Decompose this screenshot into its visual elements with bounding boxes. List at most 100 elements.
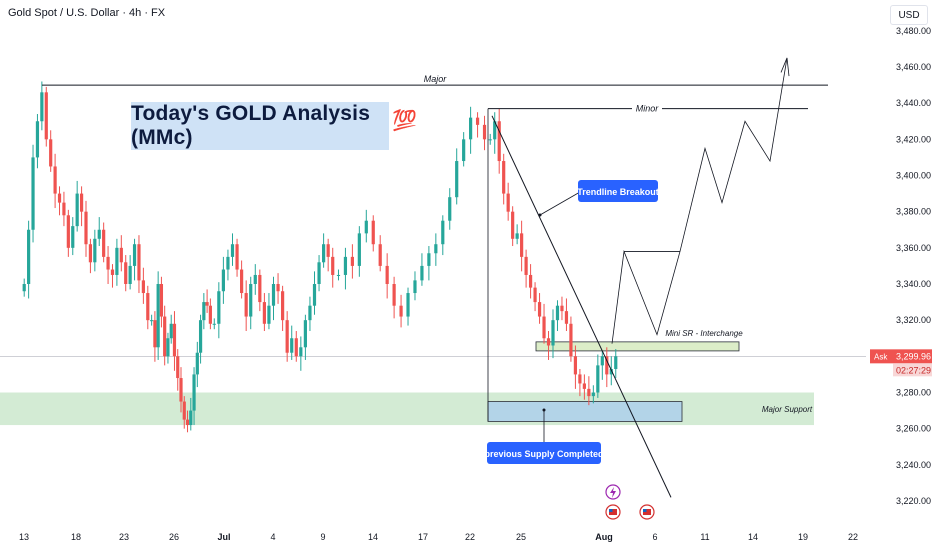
candle-body	[600, 356, 604, 366]
candle-body	[57, 193, 62, 203]
candle-body	[413, 280, 417, 294]
candle-body	[441, 220, 445, 245]
candle-body	[587, 388, 591, 397]
candle-body	[573, 356, 578, 375]
trendline-breakout-badge	[578, 180, 658, 202]
breakout-connector	[539, 191, 581, 216]
candle-body	[49, 139, 53, 167]
candle-body	[285, 320, 289, 353]
candle-body	[502, 161, 506, 194]
candle-body	[119, 247, 123, 263]
candle-body	[475, 117, 480, 125]
x-axis-tick-label: 13	[19, 532, 29, 542]
candle-body	[524, 256, 528, 275]
candle-body	[150, 320, 154, 322]
candle-body	[317, 262, 321, 284]
candle-body	[93, 238, 97, 263]
candle-body	[462, 139, 466, 162]
candle-body	[31, 157, 35, 230]
candle-body	[35, 121, 40, 158]
analysis-title-box: Today's GOLD Analysis (MMc)	[131, 102, 389, 150]
previous-supply-label: previous Supply Completed	[484, 449, 603, 459]
candle-body	[172, 323, 177, 357]
x-axis-tick-label: 11	[700, 532, 709, 542]
candle-body	[221, 269, 225, 292]
y-axis-tick-label: 3,320.00	[896, 315, 931, 325]
x-axis-tick-label: 23	[119, 532, 129, 542]
candle-body	[217, 291, 221, 324]
candle-body	[128, 265, 132, 284]
candle-body	[493, 121, 497, 140]
x-axis-tick-label: 6	[652, 532, 657, 542]
candle-body	[427, 253, 431, 266]
candle-body	[506, 193, 510, 212]
y-axis-tick-label: 3,260.00	[896, 424, 931, 434]
projection-path	[611, 57, 788, 344]
candle-body	[230, 244, 235, 257]
candle-body	[159, 284, 164, 317]
candle-body	[27, 229, 31, 284]
us-flag-stripes-icon	[609, 509, 617, 515]
x-axis-tick-label: 14	[368, 532, 378, 542]
y-axis-tick-label: 3,480.00	[896, 26, 931, 36]
candle-body	[294, 338, 298, 357]
candle-body	[115, 247, 119, 275]
mini-sr-label: Mini SR - Interchange	[665, 329, 743, 338]
price-tag-bg	[870, 349, 932, 364]
candle-body	[488, 139, 492, 141]
candle-body	[106, 256, 110, 270]
candle-body	[62, 202, 66, 216]
analysis-title-text: Today's GOLD Analysis (MMc)	[131, 102, 371, 149]
candle-body	[163, 316, 167, 357]
candle-body	[226, 256, 230, 270]
candle-body	[195, 352, 199, 375]
previous-supply-badge	[487, 442, 601, 464]
candle-body	[235, 244, 239, 270]
candle-body	[378, 244, 382, 266]
candle-body	[399, 305, 403, 317]
candle-body	[515, 233, 519, 239]
x-axis-tick-label: Jul	[217, 532, 230, 542]
y-axis-tick-label: 3,240.00	[896, 460, 931, 470]
candle-body	[258, 274, 262, 303]
candle-body	[97, 229, 101, 239]
candle-body	[79, 193, 84, 212]
candle-body	[124, 262, 128, 284]
candle-body	[350, 256, 354, 266]
candle-body	[303, 320, 307, 348]
y-axis-tick-label: 3,440.00	[896, 98, 931, 108]
candle-body	[308, 305, 312, 321]
hundred-points-icon: 💯	[392, 108, 417, 132]
candle-body	[591, 392, 595, 397]
y-axis-tick-label: 3,380.00	[896, 207, 931, 217]
candle-body	[141, 280, 145, 294]
trendline-breakout-label: Trendline Breakout	[577, 187, 659, 197]
x-axis-tick-label: 4	[270, 532, 275, 542]
candle-body	[132, 244, 137, 266]
major-support-zone	[0, 392, 814, 426]
candle-body	[179, 378, 183, 402]
y-axis-tick-label: 3,280.00	[896, 388, 931, 398]
x-axis-tick-label: 22	[465, 532, 475, 542]
candle-body	[192, 374, 196, 411]
currency-selector[interactable]: USD	[890, 5, 928, 25]
candle-body	[343, 256, 348, 275]
x-axis-tick-label: 17	[418, 532, 428, 542]
x-axis-tick-label: 25	[516, 532, 526, 542]
candle-body	[469, 117, 473, 140]
candle-body	[176, 356, 180, 379]
candle-body	[40, 92, 44, 122]
price-tag-side: Ask	[874, 352, 888, 361]
candle-body	[281, 291, 285, 321]
candle-body	[66, 215, 70, 248]
candle-body	[244, 293, 248, 317]
y-axis-tick-label: 3,400.00	[896, 171, 931, 181]
candle-body	[482, 124, 487, 140]
candle-body	[564, 311, 569, 324]
candle-body	[420, 265, 424, 281]
candle-body	[609, 368, 613, 375]
candle-body	[392, 284, 396, 306]
candle-body	[326, 244, 330, 257]
